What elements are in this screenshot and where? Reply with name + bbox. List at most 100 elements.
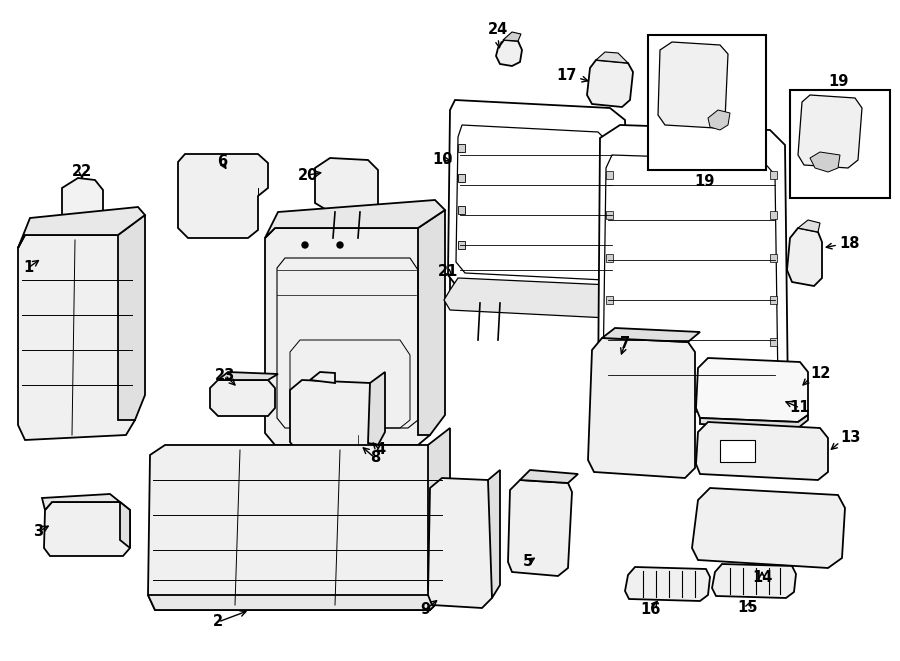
- Text: 9: 9: [420, 602, 430, 617]
- Text: 2: 2: [213, 615, 223, 629]
- Polygon shape: [448, 100, 630, 295]
- Polygon shape: [315, 158, 378, 212]
- Text: 24: 24: [488, 22, 508, 38]
- Polygon shape: [178, 154, 268, 238]
- Circle shape: [774, 520, 790, 536]
- Polygon shape: [770, 254, 777, 262]
- Bar: [720, 440, 755, 462]
- Polygon shape: [428, 478, 492, 608]
- Text: 16: 16: [640, 602, 661, 617]
- Polygon shape: [62, 178, 103, 228]
- Polygon shape: [368, 372, 385, 445]
- Polygon shape: [692, 488, 845, 568]
- Polygon shape: [606, 296, 613, 304]
- Polygon shape: [798, 220, 820, 232]
- Polygon shape: [458, 174, 465, 182]
- Polygon shape: [770, 211, 777, 219]
- Polygon shape: [148, 580, 445, 610]
- Polygon shape: [265, 228, 430, 445]
- Text: 17: 17: [556, 69, 576, 83]
- Polygon shape: [428, 428, 450, 595]
- Circle shape: [605, 78, 615, 88]
- Polygon shape: [42, 494, 120, 510]
- Polygon shape: [770, 171, 777, 179]
- Polygon shape: [587, 60, 633, 107]
- Circle shape: [689, 84, 701, 96]
- Polygon shape: [605, 241, 612, 249]
- Text: 6: 6: [217, 155, 227, 169]
- Circle shape: [768, 514, 796, 542]
- Text: 20: 20: [298, 167, 319, 182]
- Polygon shape: [605, 144, 612, 152]
- Polygon shape: [148, 445, 445, 610]
- Text: 10: 10: [433, 153, 454, 167]
- Polygon shape: [606, 254, 613, 262]
- Polygon shape: [696, 358, 808, 422]
- Polygon shape: [18, 207, 145, 248]
- Polygon shape: [605, 206, 612, 214]
- Polygon shape: [605, 174, 612, 182]
- Text: 15: 15: [738, 600, 758, 615]
- Polygon shape: [598, 125, 788, 415]
- Polygon shape: [658, 42, 728, 128]
- Polygon shape: [602, 328, 700, 342]
- Polygon shape: [118, 215, 145, 420]
- Text: 11: 11: [790, 401, 810, 416]
- Circle shape: [730, 520, 746, 536]
- Polygon shape: [606, 211, 613, 219]
- Polygon shape: [596, 52, 628, 63]
- Text: 19: 19: [695, 175, 716, 190]
- Polygon shape: [450, 258, 520, 303]
- Polygon shape: [444, 278, 618, 318]
- Polygon shape: [810, 152, 840, 172]
- Polygon shape: [290, 380, 378, 455]
- Bar: [648, 35, 766, 170]
- Text: 19: 19: [828, 75, 848, 89]
- Polygon shape: [520, 470, 578, 483]
- Polygon shape: [503, 32, 521, 41]
- Polygon shape: [218, 372, 278, 380]
- Text: 8: 8: [370, 451, 380, 465]
- Polygon shape: [458, 144, 465, 152]
- Polygon shape: [625, 567, 710, 601]
- Bar: [790, 90, 890, 198]
- Polygon shape: [44, 502, 130, 556]
- Polygon shape: [418, 210, 445, 435]
- Polygon shape: [120, 502, 130, 548]
- Text: 23: 23: [215, 368, 235, 383]
- Text: 7: 7: [620, 336, 630, 352]
- Polygon shape: [798, 95, 862, 168]
- Polygon shape: [588, 338, 695, 478]
- Circle shape: [724, 514, 752, 542]
- Polygon shape: [496, 40, 522, 66]
- Polygon shape: [606, 171, 613, 179]
- Text: 18: 18: [840, 235, 860, 251]
- Text: 12: 12: [810, 366, 830, 381]
- Polygon shape: [770, 296, 777, 304]
- Polygon shape: [700, 415, 808, 428]
- Polygon shape: [708, 110, 730, 130]
- Text: 4: 4: [375, 442, 385, 457]
- Polygon shape: [770, 338, 777, 346]
- Text: 3: 3: [33, 524, 43, 539]
- Polygon shape: [787, 228, 822, 286]
- Polygon shape: [488, 470, 500, 598]
- Polygon shape: [310, 372, 335, 383]
- Polygon shape: [458, 206, 465, 214]
- Text: 5: 5: [523, 555, 533, 570]
- Polygon shape: [265, 200, 445, 238]
- Polygon shape: [458, 241, 465, 249]
- Circle shape: [683, 78, 707, 102]
- Text: 14: 14: [752, 570, 772, 586]
- Circle shape: [337, 242, 343, 248]
- Polygon shape: [508, 480, 572, 576]
- Polygon shape: [18, 235, 135, 440]
- Text: 13: 13: [840, 430, 860, 446]
- Text: 21: 21: [437, 264, 458, 280]
- Polygon shape: [606, 338, 613, 346]
- Circle shape: [821, 119, 839, 137]
- Circle shape: [800, 250, 810, 260]
- Polygon shape: [696, 422, 828, 480]
- Text: 1: 1: [22, 260, 33, 276]
- Circle shape: [302, 242, 308, 248]
